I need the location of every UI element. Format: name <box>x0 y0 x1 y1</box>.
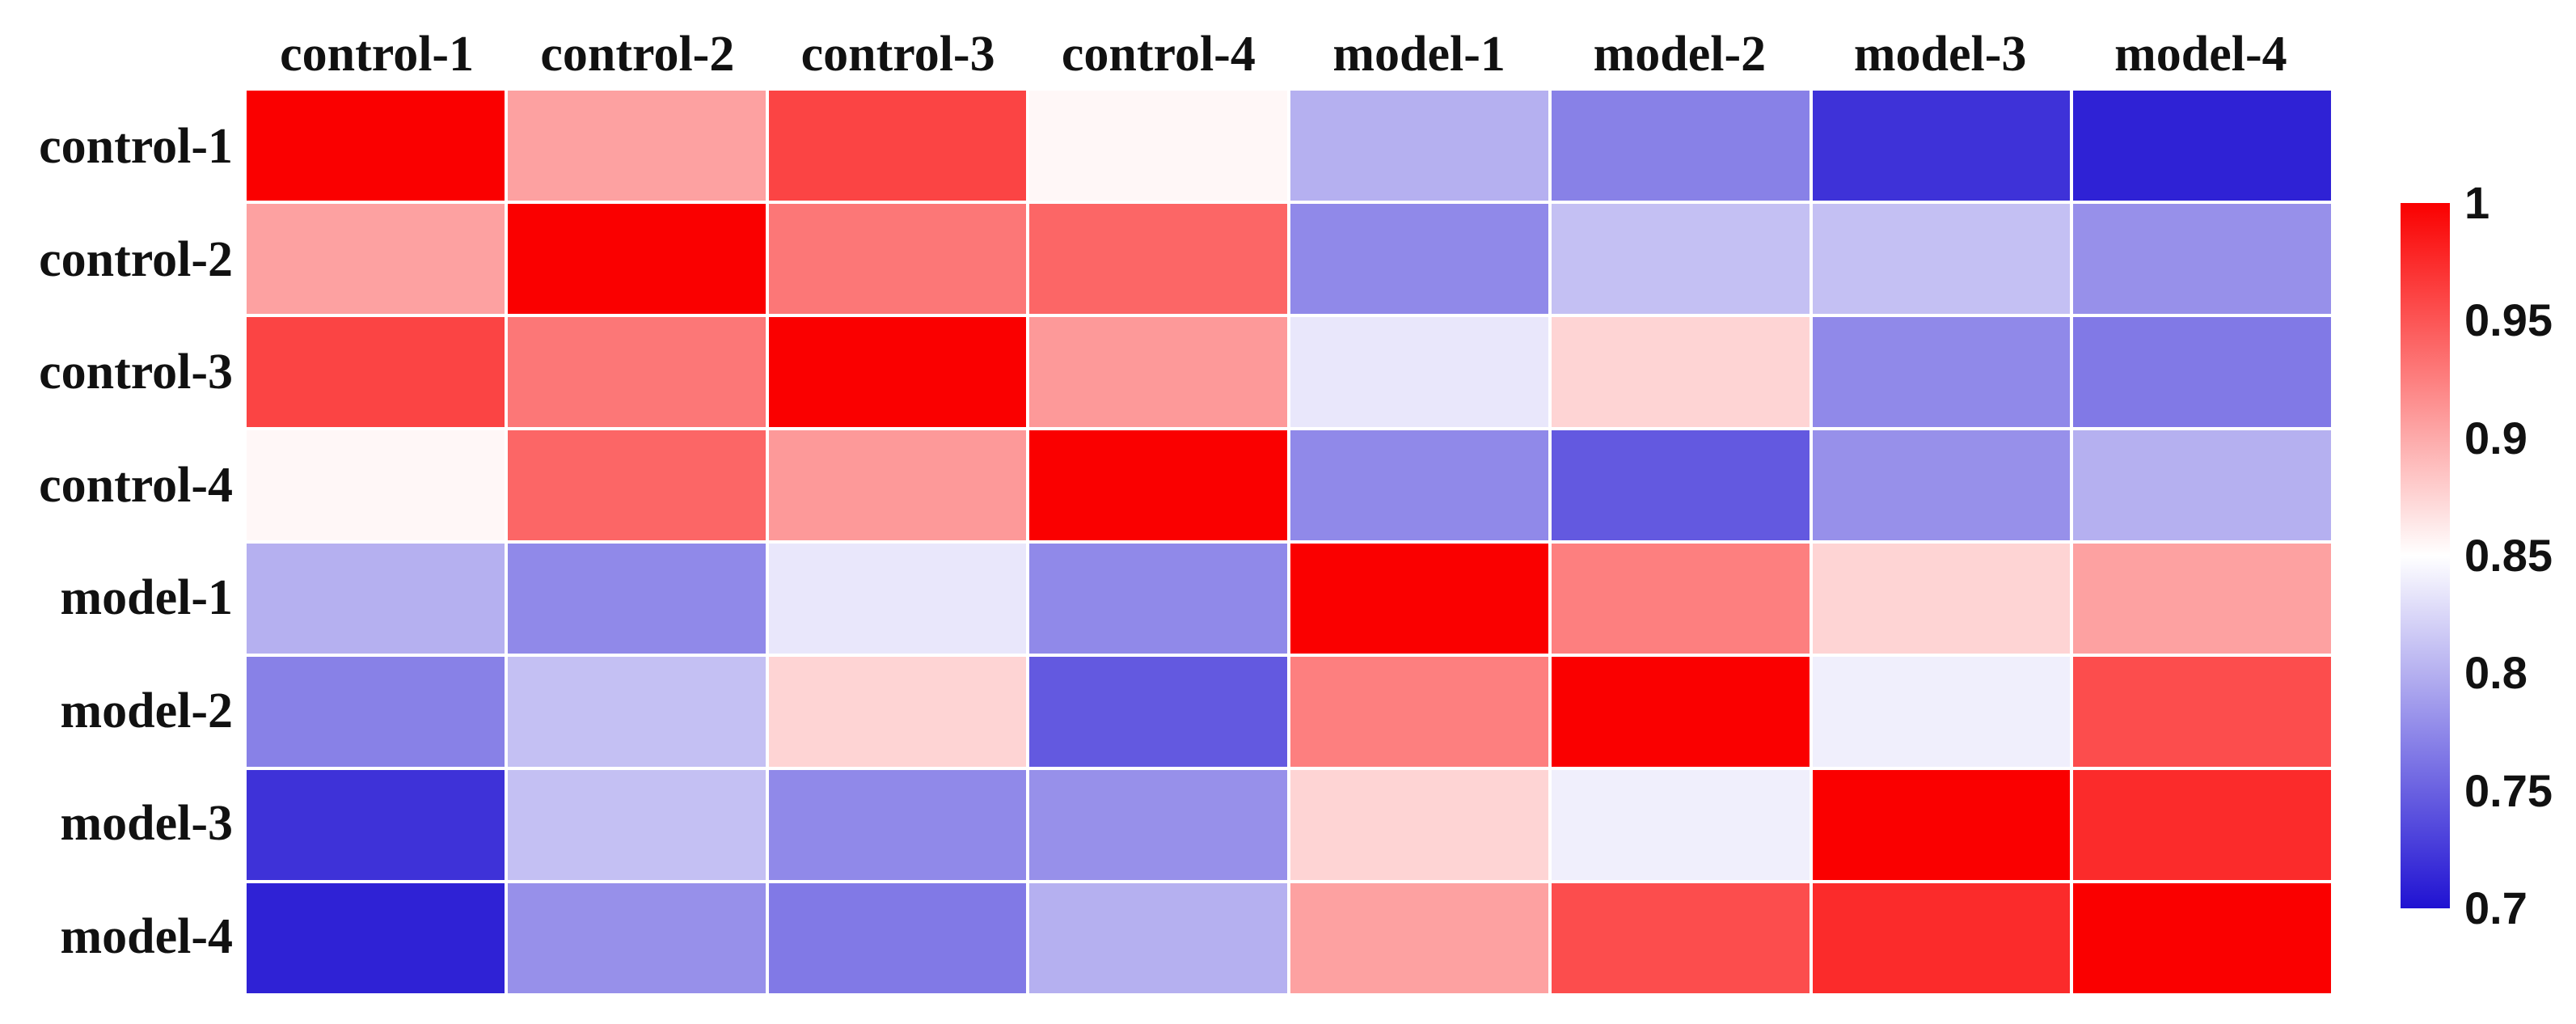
column-label: model-3 <box>1853 26 2027 82</box>
row-label: model-2 <box>60 683 233 738</box>
heatmap-cell <box>2073 544 2331 654</box>
heatmap-cell <box>1551 544 1810 654</box>
heatmap-cell <box>247 430 505 540</box>
heatmap-cell <box>1812 91 2071 201</box>
row-label: control-1 <box>39 119 233 175</box>
heatmap-cell <box>1551 317 1810 427</box>
column-label: control-3 <box>800 26 995 82</box>
heatmap-cell <box>1290 657 1548 767</box>
heatmap-cell <box>507 91 766 201</box>
heatmap-cell <box>1551 204 1810 314</box>
heatmap-cell <box>247 317 505 427</box>
heatmap-cell <box>507 770 766 880</box>
heatmap-cell <box>507 657 766 767</box>
heatmap-cell <box>507 204 766 314</box>
heatmap-cell <box>1551 883 1810 993</box>
heatmap-cell <box>1551 430 1810 540</box>
heatmap-cell <box>1551 657 1810 767</box>
row-label: model-4 <box>60 908 233 964</box>
heatmap-cell <box>247 657 505 767</box>
column-label: control-4 <box>1061 26 1256 82</box>
heatmap-cell <box>1029 657 1287 767</box>
row-label: model-1 <box>60 570 233 626</box>
heatmap-cell <box>247 544 505 654</box>
heatmap-cell <box>1029 204 1287 314</box>
heatmap-cell <box>768 91 1027 201</box>
heatmap-cell <box>247 770 505 880</box>
heatmap-cell <box>768 657 1027 767</box>
row-label: control-4 <box>39 457 233 513</box>
column-label: model-4 <box>2114 26 2287 82</box>
heatmap-cell <box>507 430 766 540</box>
heatmap-cell <box>507 317 766 427</box>
heatmap-cell <box>1029 317 1287 427</box>
colorbar-gradient <box>2401 203 2450 908</box>
heatmap-cell <box>1290 91 1548 201</box>
column-labels: control-1 control-2 control-3 control-4 mode… <box>247 23 2331 86</box>
heatmap-cell <box>2073 657 2331 767</box>
row-label: control-2 <box>39 231 233 287</box>
colorbar-tick: 1 <box>2464 177 2490 228</box>
row-label: model-3 <box>60 796 233 852</box>
heatmap-cell <box>1812 204 2071 314</box>
colorbar-tick: 0.9 <box>2464 412 2527 463</box>
heatmap-cell <box>1812 430 2071 540</box>
heatmap-cell <box>1290 430 1548 540</box>
heatmap-cell <box>1551 770 1810 880</box>
heatmap-cell <box>768 770 1027 880</box>
column-label: control-2 <box>540 26 735 82</box>
heatmap-cell <box>507 544 766 654</box>
heatmap-cell <box>2073 430 2331 540</box>
heatmap-cell <box>1290 204 1548 314</box>
colorbar-tick: 0.85 <box>2464 530 2553 581</box>
heatmap-cell <box>1290 883 1548 993</box>
heatmap-cell <box>1029 430 1287 540</box>
heatmap-cell <box>2073 91 2331 201</box>
heatmap-cell <box>768 430 1027 540</box>
heatmap-cell <box>1029 883 1287 993</box>
heatmap-cell <box>1029 770 1287 880</box>
heatmap-cell <box>247 204 505 314</box>
row-labels: control-1 control-2 control-3 control-4 mode… <box>0 91 234 993</box>
column-label: control-1 <box>280 26 475 82</box>
heatmap-cell <box>2073 883 2331 993</box>
heatmap-cell <box>768 544 1027 654</box>
heatmap-cell <box>1812 657 2071 767</box>
colorbar-tick: 0.8 <box>2464 647 2527 699</box>
column-label: model-1 <box>1332 26 1505 82</box>
heatmap-cell <box>1812 544 2071 654</box>
heatmap-cell <box>768 883 1027 993</box>
colorbar-tick: 0.75 <box>2464 764 2553 816</box>
heatmap-cell <box>768 317 1027 427</box>
colorbar-tick: 0.95 <box>2464 294 2553 346</box>
row-label: control-3 <box>39 345 233 400</box>
heatmap-cell <box>1029 544 1287 654</box>
heatmap-cell <box>507 883 766 993</box>
heatmap-cell <box>2073 770 2331 880</box>
heatmap-cell <box>1812 770 2071 880</box>
heatmap-cell <box>247 91 505 201</box>
column-label: model-2 <box>1593 26 1767 82</box>
heatmap-cell <box>1812 883 2071 993</box>
heatmap-cell <box>247 883 505 993</box>
heatmap-cell <box>2073 204 2331 314</box>
heatmap-cell <box>1029 91 1287 201</box>
heatmap-cell <box>1812 317 2071 427</box>
colorbar-tick: 0.7 <box>2464 882 2527 933</box>
heatmap-cell <box>1290 317 1548 427</box>
heatmap-cell <box>1551 91 1810 201</box>
heatmap-cell <box>2073 317 2331 427</box>
heatmap-grid <box>247 91 2331 993</box>
heatmap-cell <box>1290 770 1548 880</box>
heatmap-cell <box>768 204 1027 314</box>
heatmap-cell <box>1290 544 1548 654</box>
